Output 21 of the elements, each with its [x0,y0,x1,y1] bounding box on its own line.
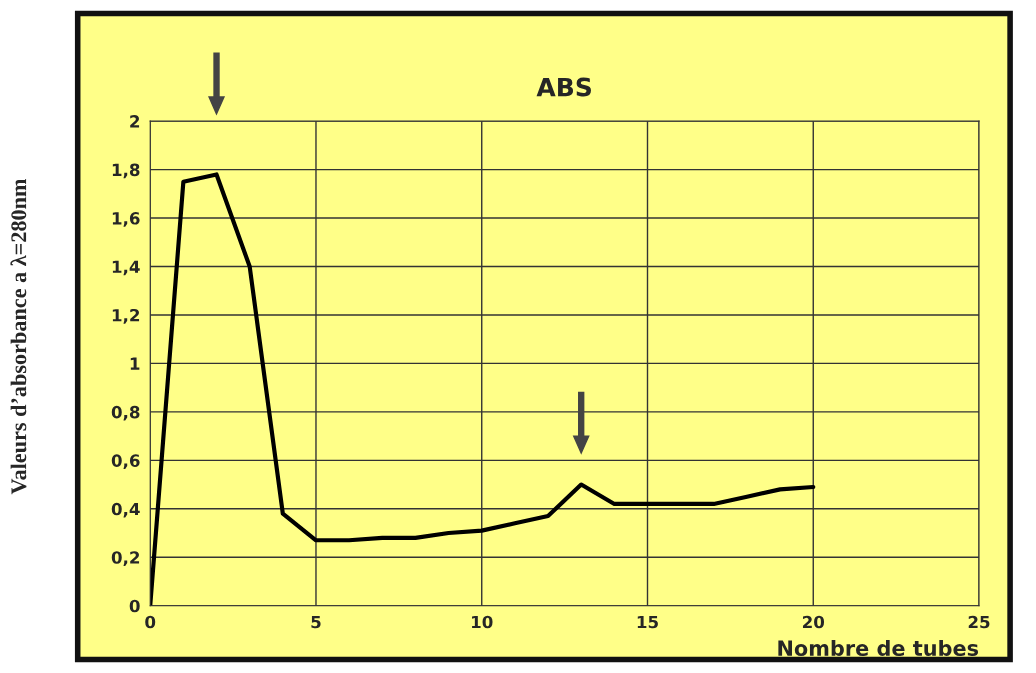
x-tick-label: 25 [968,615,990,629]
y-tick-label: 1,4 [112,260,140,276]
y-tick-label: 0,6 [111,454,140,470]
x-tick-label: 15 [637,615,658,629]
y-tick-label: 0 [129,599,140,613]
x-axis-title: Nombre de tubes [778,639,979,657]
y-tick-label: 1,6 [112,212,140,227]
x-tick-label: 10 [472,615,493,629]
x-tick-label: 20 [802,615,825,629]
y-tick-label: 2 [130,115,140,128]
x-tick-label: 5 [311,615,321,629]
chart-title: ABS [536,77,591,97]
y-tick-label: 0,2 [111,551,140,566]
line-series [150,172,816,606]
y-tick-label: 1,8 [112,163,140,179]
y-tick-label: 0,8 [111,405,140,421]
y-axis-title: Valeurs d’absorbance a λ=280nm [10,178,27,495]
y-tick-label: 1 [130,357,140,370]
y-tick-label: 1,2 [112,308,140,324]
x-tick-label: 0 [145,615,156,629]
y-tick-label: 0,4 [111,502,140,518]
